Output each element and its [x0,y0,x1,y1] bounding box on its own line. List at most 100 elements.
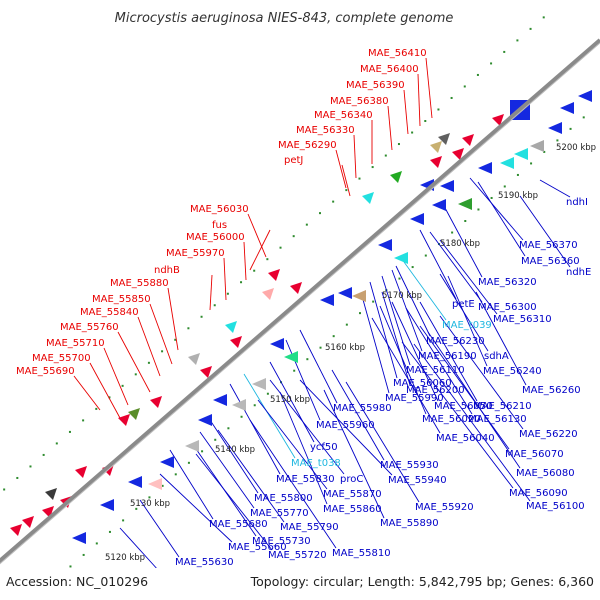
guide-dot [319,346,322,349]
label-leader-lines [73,57,571,572]
forward-gene-label: MAE_56340 [314,110,373,121]
reverse-gene-arrow [440,180,454,192]
guide-dot [82,419,85,422]
guide-dot [240,281,243,284]
reverse-gene-label: MAE_55790 [280,522,339,533]
tick-label: 5200 kbp [556,143,596,153]
guide-dot [147,361,150,364]
reverse-leader-line [439,239,498,315]
guide-dot [174,473,177,476]
accession-text: Accession: NC_010296 [6,574,148,589]
forward-leader-line [341,164,351,197]
forward-gene-arrow [438,133,450,145]
reverse-gene-arrow [72,532,86,544]
guide-dot [292,235,295,238]
tick-label: 5120 kbp [105,553,145,563]
forward-gene-label: ndhB [154,265,180,276]
reverse-leader-line [401,341,514,489]
reverse-gene-arrow [185,440,199,452]
forward-gene-arrow [390,171,402,183]
guide-dot [201,450,204,453]
forward-gene-label: MAE_56390 [346,80,405,91]
reverse-leader-line [427,331,521,469]
reverse-leader-line [369,281,398,379]
reverse-gene-label: MAE_56260 [522,385,581,396]
footer-background [0,568,600,600]
reverse-leader-line [395,265,431,337]
reverse-leader-line [299,379,393,476]
tick-label: 5140 kbp [215,445,255,455]
forward-gene-label: MAE_56380 [330,96,389,107]
guide-dot [371,166,374,169]
reverse-leader-line [439,315,524,430]
reverse-gene-label: MAE_56190 [418,351,477,362]
reverse-gene-label: MAE_55830 [276,474,335,485]
forward-gene-label: MAE_55760 [60,322,119,333]
guide-dot [253,404,256,407]
reverse-gene-arrow [160,456,174,468]
reverse-leader-line [229,383,281,475]
reverse-gene-label: petE [452,299,475,310]
forward-gene-arrow [45,488,57,500]
forward-leader-line [223,257,227,301]
reverse-gene-label: MAE_55630 [175,557,234,568]
guide-dot [134,373,137,376]
guide-dot [332,335,335,338]
reverse-leader-line [331,369,385,461]
guide-dot [476,73,479,76]
reverse-leader-line [443,205,483,278]
reverse-leader-line [477,181,526,257]
reverse-leader-line [139,499,180,558]
forward-gene-label: MAE_55710 [46,338,105,349]
reverse-gene-arrow [128,476,142,488]
forward-leader-line [335,149,347,189]
guide-dot [174,338,177,341]
forward-gene-label: MAE_56400 [360,64,419,75]
genome-backbone [0,38,600,564]
guide-dot [464,220,467,223]
forward-gene-label: MAE_55970 [166,248,225,259]
guide-dot [122,519,125,522]
guide-dot [68,430,71,433]
forward-gene-arrow [128,408,140,420]
forward-gene-arrow [118,414,130,426]
reverse-leader-line [345,381,420,503]
reverse-gene-label: MAE_55890 [380,518,439,529]
guide-dot [121,384,124,387]
reverse-gene-arrow [500,157,514,169]
forward-gene-label: MAE_56410 [368,48,427,59]
guide-dot [306,358,309,361]
guide-dot [463,85,466,88]
reverse-leader-line [391,269,423,352]
forward-gene-arrow [22,516,34,528]
forward-gene-arrow [200,366,212,378]
reverse-gene-arrow [478,162,492,174]
reverse-gene-arrow [320,294,334,306]
forward-gene-label: MAE_56030 [190,204,249,215]
forward-leader-line [137,316,161,377]
reverse-leader-line [361,295,390,394]
guide-dot [490,196,493,199]
guide-dot [108,396,111,399]
reverse-leader-line [209,419,259,494]
forward-gene-arrow [150,396,162,408]
reverse-gene-label: MAE_56210 [473,401,532,412]
forward-gene-label: MAE_55880 [110,278,169,289]
reverse-leader-line [429,231,483,303]
forward-leader-line [425,57,433,119]
forward-gene-arrow [290,282,302,294]
forward-leader-line [387,105,393,151]
guide-dot [3,488,6,491]
tick-label: 5130 kbp [130,499,170,509]
guide-dot [398,277,401,280]
forward-gene-arrow [492,114,504,126]
reverse-gene-label: MAE_56360 [521,256,580,267]
forward-gene-arrow [262,288,274,300]
reverse-leader-line [475,291,527,386]
guide-dot [345,189,348,192]
guide-dot [16,476,19,479]
reverse-leader-line [119,527,160,572]
forward-gene-arrow [75,466,87,478]
gene-labels: MAE_56410 MAE_56400 MAE_56390 MAE_56380 MAE_… [16,48,591,582]
